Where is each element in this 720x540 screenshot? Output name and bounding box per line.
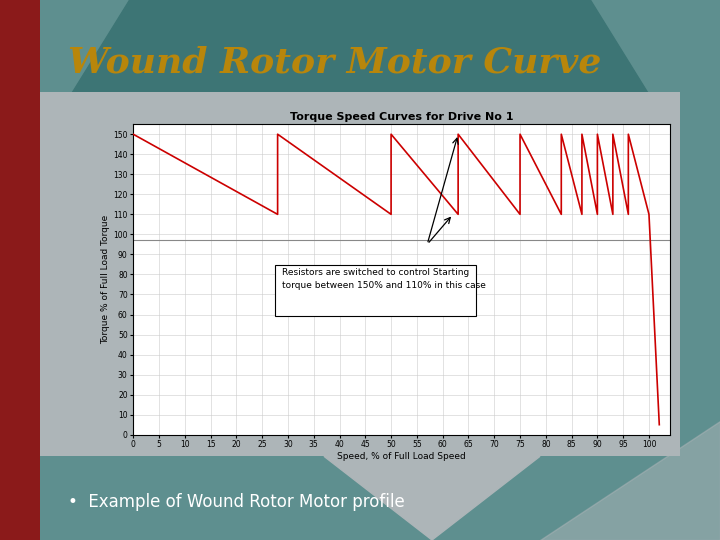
Bar	[40, 456, 680, 540]
Y-axis label: Torque % of Full Load Torque: Torque % of Full Load Torque	[102, 215, 110, 344]
Bar	[40, 92, 680, 470]
FancyBboxPatch shape	[275, 266, 476, 315]
Polygon shape	[324, 456, 540, 540]
Bar	[0, 0, 40, 540]
Text: Resistors are switched to control Starting
torque between 150% and 110% in this : Resistors are switched to control Starti…	[282, 268, 485, 290]
Title: Torque Speed Curves for Drive No 1: Torque Speed Curves for Drive No 1	[289, 112, 513, 122]
Polygon shape	[36, 0, 684, 151]
Text: Wound Rotor Motor Curve: Wound Rotor Motor Curve	[68, 45, 602, 79]
Polygon shape	[540, 421, 720, 540]
X-axis label: Speed, % of Full Load Speed: Speed, % of Full Load Speed	[337, 452, 466, 461]
Text: •  Example of Wound Rotor Motor profile: • Example of Wound Rotor Motor profile	[68, 493, 405, 511]
Bar	[680, 0, 720, 540]
